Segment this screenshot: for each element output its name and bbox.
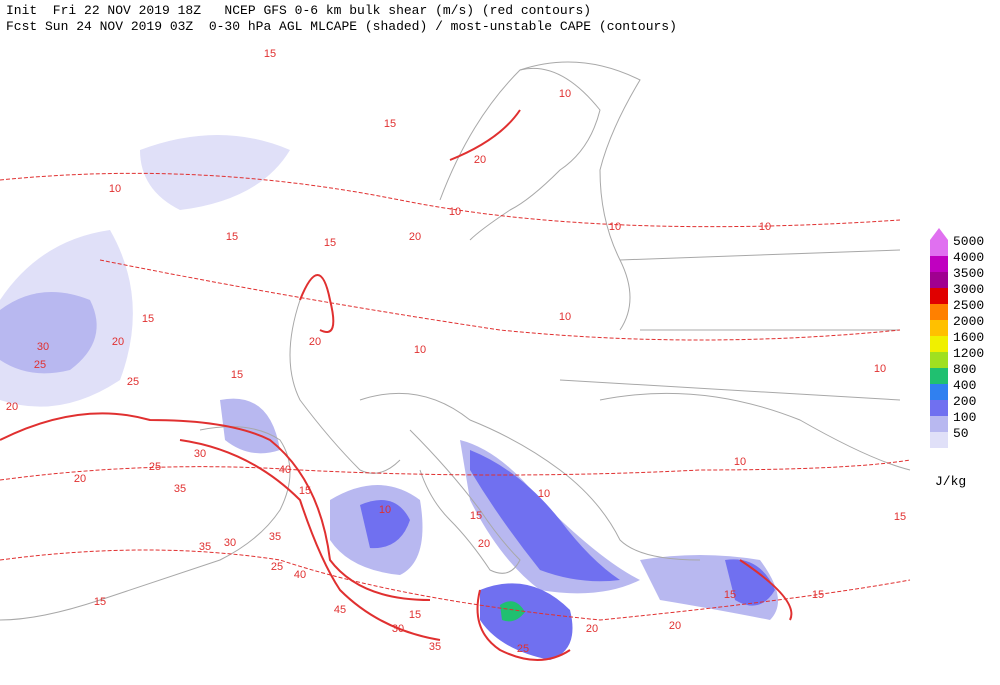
contour-label: 30 — [194, 448, 206, 460]
colorbar-box — [930, 384, 948, 400]
colorbar: 5000400035003000250020001600120080040020… — [930, 228, 984, 448]
contour-label: 25 — [127, 376, 139, 388]
contour-label: 10 — [449, 206, 461, 218]
contour-label: 15 — [264, 48, 276, 60]
colorbar-label: 3000 — [953, 282, 984, 297]
header-line2: Fcst Sun 24 NOV 2019 03Z 0-30 hPa AGL ML… — [6, 19, 677, 34]
colorbar-box — [930, 368, 948, 384]
contour-label: 10 — [559, 88, 571, 100]
colorbar-box — [930, 240, 948, 256]
contour-label: 15 — [812, 589, 824, 601]
contour-label: 25 — [517, 643, 529, 655]
contour-label: 20 — [6, 401, 18, 413]
contour-label: 30 — [392, 623, 404, 635]
contour-label: 20 — [586, 623, 598, 635]
contour-label: 25 — [271, 561, 283, 573]
contour-label: 35 — [269, 531, 281, 543]
cape-shading — [0, 135, 778, 660]
colorbar-box — [930, 336, 948, 352]
contour-label: 30 — [224, 537, 236, 549]
contour-label: 15 — [470, 510, 482, 522]
contour-label: 20 — [474, 154, 486, 166]
contour-label: 20 — [409, 231, 421, 243]
contour-label: 10 — [609, 221, 621, 233]
colorbar-box — [930, 352, 948, 368]
contour-label: 10 — [414, 344, 426, 356]
contour-label: 10 — [559, 311, 571, 323]
contour-label: 15 — [231, 369, 243, 381]
colorbar-label: 2000 — [953, 314, 984, 329]
contour-label: 25 — [149, 461, 161, 473]
colorbar-label: 100 — [953, 410, 976, 425]
colorbar-label: 3500 — [953, 266, 984, 281]
contour-label: 15 — [94, 596, 106, 608]
colorbar-box — [930, 400, 948, 416]
contour-label: 15 — [142, 313, 154, 325]
contour-label: 30 — [37, 341, 49, 353]
contour-label: 10 — [734, 456, 746, 468]
contour-label: 20 — [669, 620, 681, 632]
contour-label: 35 — [174, 483, 186, 495]
contour-label: 10 — [379, 504, 391, 516]
contour-label: 45 — [334, 604, 346, 616]
colorbar-box — [930, 288, 948, 304]
colorbar-box — [930, 272, 948, 288]
colorbar-box — [930, 416, 948, 432]
colorbar-box — [930, 256, 948, 272]
contour-label: 15 — [409, 609, 421, 621]
contour-label: 40 — [279, 464, 291, 476]
colorbar-label: 200 — [953, 394, 976, 409]
contour-label: 15 — [226, 231, 238, 243]
coastlines — [0, 61, 911, 621]
legend-unit: J/kg — [935, 474, 966, 489]
contour-label: 10 — [538, 488, 550, 500]
contour-label: 20 — [309, 336, 321, 348]
colorbar-label: 800 — [953, 362, 976, 377]
colorbar-box — [930, 304, 948, 320]
colorbar-label: 1600 — [953, 330, 984, 345]
colorbar-box — [930, 432, 948, 448]
contour-label: 10 — [759, 221, 771, 233]
contour-label: 25 — [34, 359, 46, 371]
colorbar-label: 4000 — [953, 250, 984, 265]
colorbar-label: 2500 — [953, 298, 984, 313]
contour-label: 15 — [384, 118, 396, 130]
contour-label: 20 — [112, 336, 124, 348]
colorbar-arrow — [930, 228, 948, 240]
contour-label: 15 — [894, 511, 906, 523]
colorbar-label: 400 — [953, 378, 976, 393]
colorbar-label: 5000 — [953, 234, 984, 249]
header-line1: Init Fri 22 NOV 2019 18Z NCEP GFS 0-6 km… — [6, 3, 591, 18]
colorbar-label: 50 — [953, 426, 969, 441]
contour-label: 15 — [299, 485, 311, 497]
contour-label: 20 — [478, 538, 490, 550]
colorbar-label: 1200 — [953, 346, 984, 361]
contour-label: 40 — [294, 569, 306, 581]
contour-label: 10 — [874, 363, 886, 375]
colorbar-box — [930, 320, 948, 336]
contour-label: 15 — [724, 589, 736, 601]
contour-label: 15 — [324, 237, 336, 249]
contour-label: 10 — [109, 183, 121, 195]
contour-label: 35 — [199, 541, 211, 553]
shear-contours — [0, 109, 911, 661]
contour-label: 20 — [74, 473, 86, 485]
contour-label: 35 — [429, 641, 441, 653]
